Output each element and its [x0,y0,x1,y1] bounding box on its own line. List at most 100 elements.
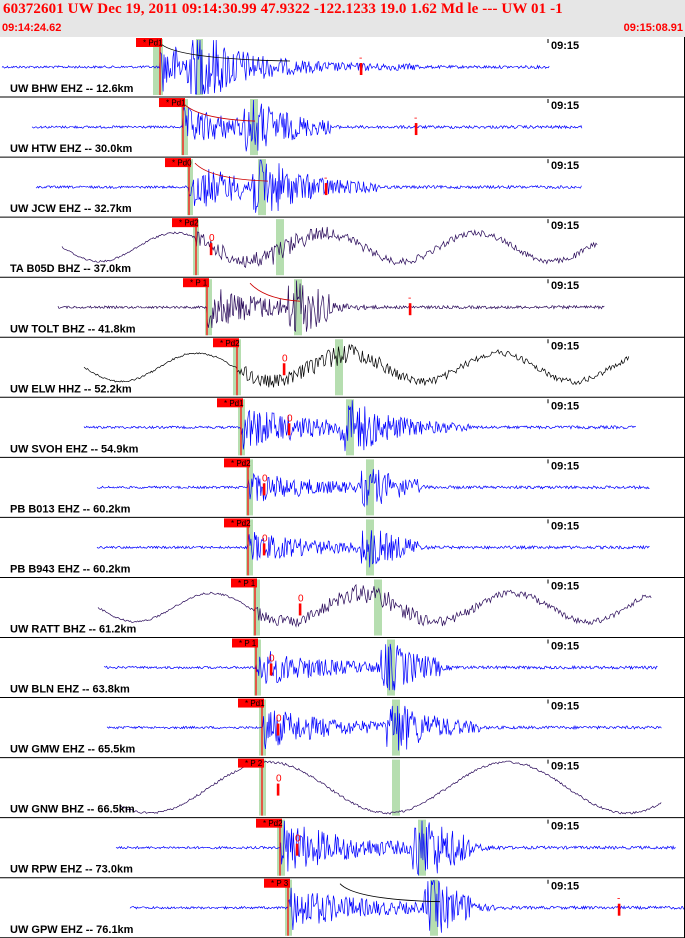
pick-flag [213,338,239,348]
waveform [115,820,676,876]
amplitude-marker [295,843,299,856]
pick-label: * Pd0 [172,159,192,168]
amplitude-marker [414,123,418,136]
time-tick-label: 09:15 [551,641,579,653]
pick-label: * Pd1 [143,39,163,48]
station-label: UW ELW HHZ -- 52.2km [10,383,132,395]
waveform [35,159,582,213]
amplitude-marker-label: 0 [269,654,275,665]
s-window-band [374,579,382,636]
trace-row: * Pd2 0 09:15 PB B013 EHZ -- 60.2km [0,458,685,518]
s-window-band [346,399,354,456]
s-window-band [196,39,203,96]
pick-flag [224,458,250,468]
pick-label: * Pd1 [245,699,265,708]
waveform [61,226,598,268]
time-tick-label: 09:15 [551,701,579,713]
time-tick-label: 09:15 [551,340,579,352]
amplitude-marker-label: 0 [287,413,293,424]
amplitude-marker [276,723,280,736]
time-tick-label: 09:15 [551,280,579,292]
window-end-time: 09:15:08.91 [623,22,683,34]
amplitude-marker [276,783,280,796]
arrival-curve [159,42,291,62]
station-label: UW JCW EHZ -- 32.7km [10,203,132,215]
amplitude-marker-label: 0 [276,774,282,785]
station-label: TA B05D BHZ -- 37.0km [10,263,131,275]
station-label: UW GPW EHZ -- 76.1km [10,924,134,936]
time-tick-label: 09:15 [551,460,579,472]
pick-label: * Pd2 [263,819,283,828]
pick-label: * Pd2 [231,519,251,528]
time-tick-label: 09:15 [551,881,579,893]
amplitude-marker [359,63,363,75]
s-window-band [418,819,426,876]
amplitude-marker-label: 0 [209,233,215,244]
station-label: UW BHW EHZ -- 12.6km [10,83,134,95]
waveform [1,39,550,95]
pick-label: * Pd2 [179,219,199,228]
trace-row: * Pd2 0 09:15 PB B943 EHZ -- 60.2km [0,518,685,578]
trace-row: * Pd1 0 09:15 UW SVOH EHZ -- 54.9km [0,398,685,458]
amplitude-marker-label: 0 [276,714,282,725]
s-window-band [430,879,438,936]
station-label: UW RPW EHZ -- 73.0km [10,864,133,876]
waveform [96,530,650,568]
time-tick-label: 09:15 [551,40,579,52]
s-window-band [366,459,374,516]
s-window-band [294,279,302,336]
pick-flag [264,878,290,888]
window-start-time: 09:14:24.62 [2,22,62,34]
waveform [129,880,685,933]
pick-flag [224,518,250,528]
arrival-curve [194,162,269,182]
waveform [97,583,652,628]
trace-row: * Pd1 - 09:15 UW BHW EHZ -- 12.6km [0,38,685,98]
time-tick-label: 09:15 [551,160,579,172]
pick-label: * Pd1 [224,399,244,408]
arrival-curve [249,282,301,302]
waveform [106,705,662,751]
time-tick-label: 09:15 [551,100,579,112]
time-tick-label: 09:15 [551,821,579,833]
station-label: PB B943 EHZ -- 60.2km [10,563,131,575]
pick-label: * Pd1 [166,99,186,108]
amplitude-marker-label: 0 [295,834,301,845]
pick-label: * P 1 [239,639,257,648]
s-window-band [392,759,400,816]
p-window-band [187,159,193,216]
pick-flag [232,638,258,648]
trace-row: * Pd2 0 09:15 TA B05D BHZ -- 37.0km [0,218,685,278]
amplitude-marker [282,363,286,376]
station-label: UW SVOH EHZ -- 54.9km [10,443,139,455]
s-window-band [366,519,374,576]
p-window-band [253,579,260,636]
station-label: UW RATT BHZ -- 61.2km [10,624,137,636]
pick-flag [172,218,198,228]
pick-label: * Pd2 [220,339,240,348]
pick-flag [165,158,191,168]
amplitude-marker [617,903,621,916]
pick-label: * Pd2 [231,459,251,468]
pick-flag [231,578,257,588]
station-label: UW TOLT BHZ -- 41.8km [10,323,136,335]
waveform [83,400,636,452]
trace-row: * Pd1 0 09:15 UW GMW EHZ -- 65.5km [0,698,685,759]
p-window-band [246,519,253,576]
amplitude-marker [269,663,273,676]
arrival-curve [182,102,256,122]
waveform [119,760,662,815]
pick-flag [238,758,264,768]
amplitude-marker-label: 0 [262,533,268,544]
station-label: UW HTW EHZ -- 30.0km [10,143,132,155]
trace-row: * P 3 - 09:15 UW GPW EHZ -- 76.1km [0,878,685,938]
amplitude-marker [408,303,412,316]
pick-label: * P 3 [271,879,289,888]
s-window-band [258,159,266,216]
event-header: 60372601 UW Dec 19, 2011 09:14:30.99 47.… [0,0,685,37]
time-tick-label: 09:15 [551,220,579,232]
p-window-band [205,279,212,336]
trace-row: * Pd0 - 09:15 UW JCW EHZ -- 32.7km [0,158,685,218]
station-label: UW GNW BHZ -- 66.5km [10,804,135,816]
